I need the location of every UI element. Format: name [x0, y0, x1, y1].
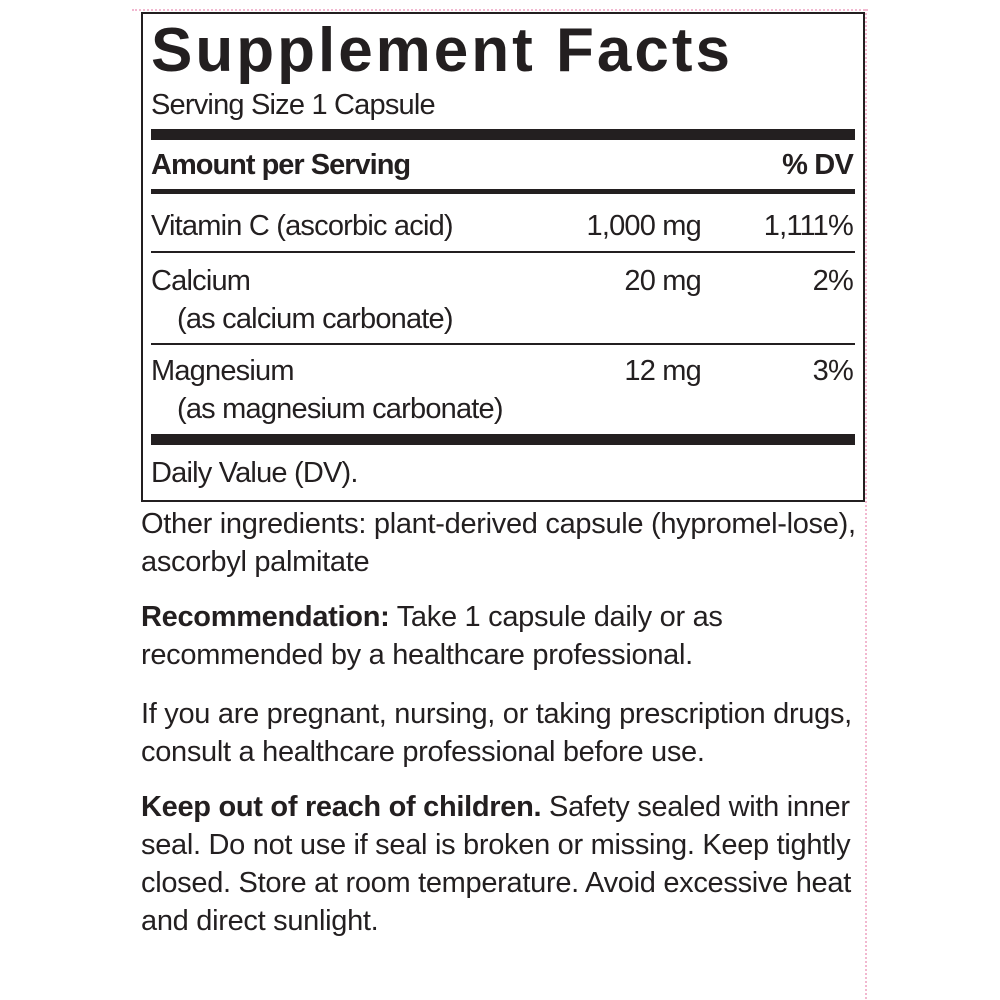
recommendation: Recommendation: Take 1 capsule daily or … — [141, 598, 871, 674]
recommendation-text: Take 1 capsule daily or as recommended b… — [141, 601, 723, 671]
recommendation-lead: Recommendation: — [141, 601, 390, 633]
storage-text: Safety sealed with inner seal. Do not us… — [141, 791, 851, 937]
other-ingredients: Other ingredients: plant-derived capsule… — [141, 508, 856, 578]
row-divider — [151, 251, 855, 253]
nutrient-dv: 3% — [812, 355, 854, 387]
trim-line-right — [865, 9, 867, 999]
row-divider — [151, 343, 855, 345]
nutrient-amount: 1,000 mg — [586, 210, 701, 242]
storage-warning: Keep out of reach of children. Safety se… — [141, 788, 851, 940]
footnote: Daily Value (DV). — [151, 457, 358, 489]
divider — [151, 189, 855, 194]
nutrient-name: Calcium — [151, 265, 251, 297]
amount-header: Amount per Serving — [151, 149, 411, 181]
dv-header: % DV — [782, 149, 854, 181]
thick-divider — [151, 434, 855, 445]
nutrient-dv: 1,111% — [763, 210, 854, 242]
panel-title: Supplement Facts — [151, 16, 733, 85]
nutrient-source: (as magnesium carbonate) — [177, 393, 504, 425]
storage-lead: Keep out of reach of children. — [141, 791, 542, 823]
nutrient-amount: 12 mg — [624, 355, 701, 387]
nutrient-source: (as calcium carbonate) — [177, 303, 454, 335]
nutrient-amount: 20 mg — [624, 265, 701, 297]
trim-line-top — [132, 9, 868, 11]
supplement-facts-panel: Supplement Facts Serving Size 1 Capsule … — [141, 12, 865, 502]
nutrient-name: Magnesium — [151, 355, 295, 387]
serving-size: Serving Size 1 Capsule — [151, 89, 436, 121]
thick-divider — [151, 129, 855, 140]
nutrient-dv: 2% — [812, 265, 854, 297]
pregnancy-warning: If you are pregnant, nursing, or taking … — [141, 698, 852, 768]
nutrient-name: Vitamin C (ascorbic acid) — [151, 210, 454, 242]
